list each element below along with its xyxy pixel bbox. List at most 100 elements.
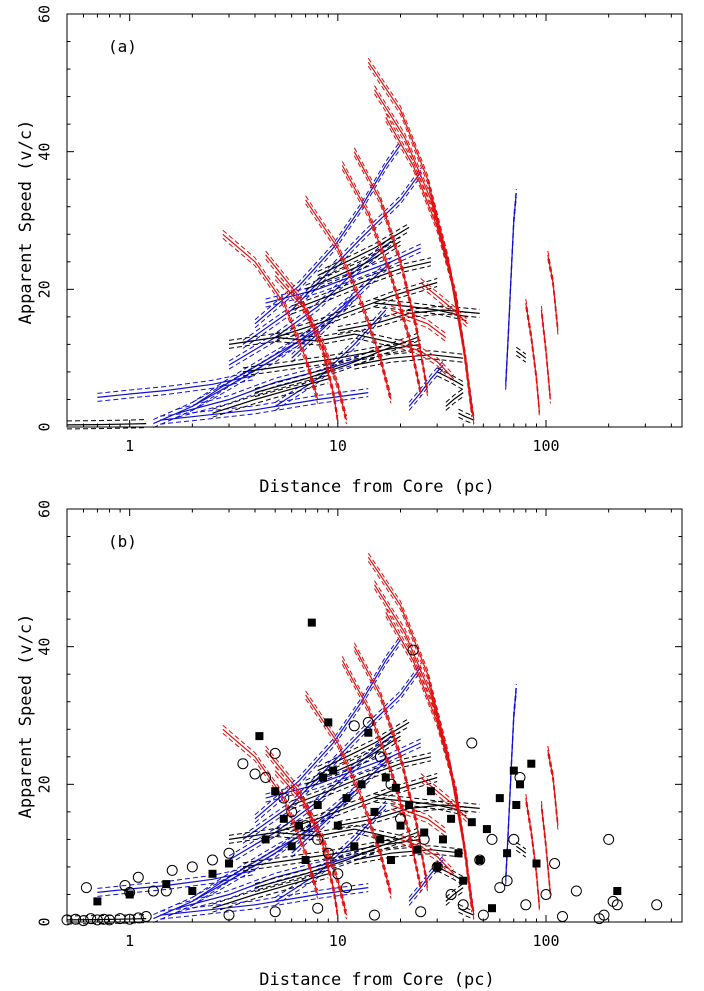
open-circle-point xyxy=(607,895,619,907)
x-tick-label: 10 xyxy=(329,437,347,455)
red-track-upper-bound xyxy=(420,278,468,321)
black-track-upper-bound xyxy=(242,339,421,369)
red-track-lower-bound xyxy=(274,774,339,920)
filled-square-point xyxy=(319,773,328,782)
red-track xyxy=(222,233,319,400)
open-circle-point xyxy=(651,899,663,911)
open-circle-point xyxy=(80,882,92,894)
black-track xyxy=(212,873,329,909)
blue-track xyxy=(177,354,375,414)
y-tick-label: 60 xyxy=(36,500,54,518)
red-track-upper-bound xyxy=(265,745,347,912)
blue-track-lower-bound xyxy=(192,299,355,411)
red-track xyxy=(265,254,348,421)
panel-a-ticks: 0 20 40 60 1 10 100 xyxy=(36,5,682,455)
x-tick-label: 1 xyxy=(125,932,134,950)
black-track-lower-bound xyxy=(436,870,464,886)
open-circle-point xyxy=(520,899,532,911)
panel-b-ticks: 0 20 40 60 1 10 100 xyxy=(36,500,682,950)
black-track-lower-bound xyxy=(242,347,421,377)
open-circle-point xyxy=(269,747,281,759)
filled-square-point xyxy=(225,859,233,868)
red-track-upper-bound xyxy=(400,834,455,871)
red-track-lower-bound xyxy=(390,313,447,342)
blue-track-lower-bound xyxy=(242,671,422,844)
x-tick-label: 100 xyxy=(532,437,559,455)
panel-a-label: (a) xyxy=(108,37,137,56)
open-circle-point xyxy=(91,914,103,926)
blue-track xyxy=(228,240,392,366)
filled-square-point xyxy=(208,869,217,878)
open-circle-point xyxy=(486,833,498,845)
black-track-upper-bound xyxy=(516,346,527,355)
filled-square-point xyxy=(396,821,405,830)
black-track-upper-bound xyxy=(374,298,468,314)
blue-track-upper-bound xyxy=(242,168,422,341)
blue-track-lower-bound xyxy=(291,265,392,363)
filled-square-point xyxy=(512,801,521,809)
red-track-upper-bound xyxy=(274,271,339,417)
black-track xyxy=(305,240,401,290)
filled-square-point xyxy=(294,821,303,830)
red-track-upper-bound xyxy=(353,147,429,389)
blue-track xyxy=(242,171,422,345)
panel-b-label: (b) xyxy=(108,532,137,551)
open-circle-point xyxy=(332,868,344,880)
open-circle-point xyxy=(431,861,443,873)
blue-track-upper-bound xyxy=(291,257,392,355)
black-track-upper-bound xyxy=(291,257,432,307)
blue-track-lower-bound xyxy=(177,358,375,418)
filled-square-point xyxy=(162,880,171,889)
filled-square-point xyxy=(532,859,541,868)
blue-track-upper-bound xyxy=(274,800,387,898)
blue-track-lower-bound xyxy=(505,196,517,390)
open-circle-point xyxy=(445,889,457,900)
red-track-lower-bound xyxy=(525,802,540,913)
black-track-lower-bound xyxy=(66,427,147,430)
red-track xyxy=(547,749,559,826)
filled-square-point xyxy=(357,780,366,789)
open-circle-point xyxy=(260,772,272,783)
filled-square-point xyxy=(454,849,463,858)
open-circle-point xyxy=(223,847,235,859)
red-track-upper-bound xyxy=(367,57,473,410)
filled-square-point xyxy=(516,780,524,789)
filled-square-point xyxy=(301,856,310,864)
red-track-lower-bound xyxy=(385,121,469,376)
open-circle-point xyxy=(186,861,198,873)
filled-square-point xyxy=(488,904,496,913)
black-track-lower-bound xyxy=(445,396,464,411)
red-track xyxy=(222,728,319,895)
black-track-upper-bound xyxy=(305,236,401,286)
blue-track xyxy=(192,295,355,407)
filled-square-point xyxy=(329,766,338,775)
red-track-upper-bound xyxy=(222,229,319,396)
x-tick-label: 1 xyxy=(125,437,134,455)
blue-track-lower-bound xyxy=(274,808,387,906)
panel-a-tracks xyxy=(66,57,559,430)
blue-track-upper-bound xyxy=(97,370,256,394)
black-track xyxy=(212,378,329,414)
blue-track-upper-bound xyxy=(192,786,355,898)
panel-b-xlabel: Distance from Core (pc) xyxy=(259,970,494,990)
blue-track-upper-bound xyxy=(274,305,387,403)
filled-square-point xyxy=(467,818,476,827)
red-track xyxy=(305,694,392,895)
panel-b: 0 20 40 60 1 10 100 (b) Distance from Core (pc… xyxy=(16,500,683,990)
panel-b-points xyxy=(61,618,663,927)
filled-square-point xyxy=(255,732,264,741)
filled-square-point xyxy=(509,766,518,775)
red-track-upper-bound xyxy=(385,608,469,863)
black-track xyxy=(66,423,147,426)
filled-square-point xyxy=(324,718,333,727)
open-circle-point xyxy=(508,833,520,845)
red-track-lower-bound xyxy=(341,664,422,892)
red-track-upper-bound xyxy=(341,161,422,389)
blue-track xyxy=(265,742,421,799)
open-circle-point xyxy=(415,906,427,918)
y-tick-label: 20 xyxy=(36,775,54,793)
red-track-lower-bound xyxy=(547,753,559,830)
black-track-lower-bound xyxy=(516,849,527,858)
black-track-upper-bound xyxy=(436,862,464,878)
